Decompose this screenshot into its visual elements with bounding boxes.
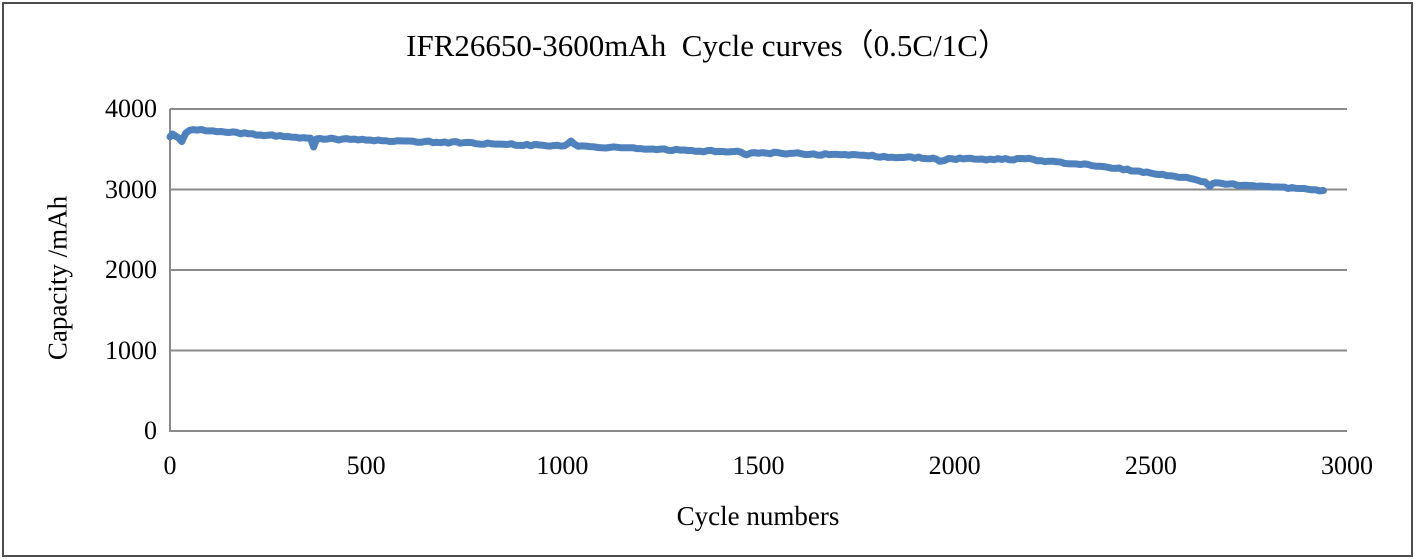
y-tick-label-1000: 1000: [105, 335, 157, 365]
x-tick-label-500: 500: [346, 451, 386, 480]
y-tick-label-3000: 3000: [105, 174, 157, 204]
x-tick-label-0: 0: [163, 451, 177, 480]
x-tick-label-3000: 3000: [1321, 451, 1373, 480]
x-tick-label-1000: 1000: [536, 451, 589, 480]
y-tick-label-2000: 2000: [105, 255, 157, 284]
x-tick-label-1500: 1500: [732, 451, 785, 480]
x-tick-label-2000: 2000: [928, 451, 981, 480]
x-axis-title: Cycle numbers: [676, 501, 840, 531]
capacity-curve: [166, 126, 1327, 195]
y-tick-label-0: 0: [144, 416, 157, 445]
chart-title: IFR26650-3600mAh Cycle curves（0.5C/1C）: [406, 28, 1009, 63]
y-tick-label-4000: 4000: [105, 94, 157, 123]
x-tick-label-2500: 2500: [1124, 451, 1177, 480]
